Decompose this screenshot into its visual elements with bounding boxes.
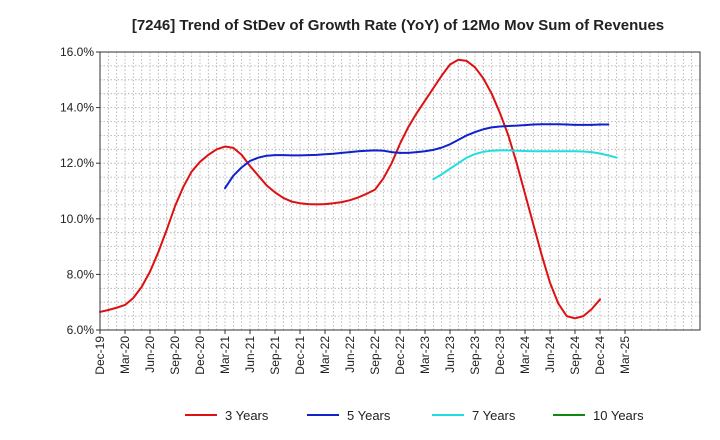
x-tick-label: Mar-23 <box>418 336 432 374</box>
x-tick-label: Mar-21 <box>218 336 232 374</box>
y-tick-label: 8.0% <box>67 267 95 281</box>
series-lines <box>99 58 618 320</box>
x-tick-label: Sep-23 <box>468 336 482 375</box>
x-tick-label: Jun-23 <box>443 336 457 373</box>
x-axis-ticks: Dec-19 Mar-20 Jun-20 Sep-20 Dec-20 Mar-21 Jun-… <box>93 330 632 375</box>
x-tick-label: Jun-24 <box>543 336 557 373</box>
x-tick-label: Dec-22 <box>393 336 407 375</box>
x-tick-label: Dec-20 <box>193 336 207 375</box>
legend: 3 Years 5 Years 7 Years 10 Years <box>185 408 644 423</box>
series-line-5-years <box>224 123 610 190</box>
legend-label-10-years: 10 Years <box>593 408 644 423</box>
x-tick-label: Sep-20 <box>168 336 182 375</box>
plot-border <box>99 51 701 331</box>
x-tick-label: Dec-21 <box>293 336 307 375</box>
legend-label-5-years: 5 Years <box>347 408 391 423</box>
plot-area <box>100 52 700 330</box>
x-tick-label: Mar-24 <box>518 336 532 374</box>
x-tick-label: Sep-21 <box>268 336 282 375</box>
x-tick-label: Jun-22 <box>343 336 357 373</box>
y-tick-label: 14.0% <box>60 101 94 115</box>
y-tick-label: 12.0% <box>60 156 94 170</box>
series-line-7-years <box>432 149 618 181</box>
chart-title: [7246] Trend of StDev of Growth Rate (Yo… <box>132 17 664 34</box>
y-tick-label: 10.0% <box>60 212 94 226</box>
x-tick-label: Dec-19 <box>93 336 107 375</box>
legend-label-7-years: 7 Years <box>472 408 516 423</box>
x-tick-label: Mar-20 <box>118 336 132 374</box>
x-tick-label: Jun-20 <box>143 336 157 373</box>
x-tick-label: Dec-23 <box>493 336 507 375</box>
legend-label-3-years: 3 Years <box>225 408 269 423</box>
grid <box>100 52 700 330</box>
y-axis-ticks: 6.0% 8.0% 10.0% 12.0% 14.0% 16.0% <box>60 45 100 337</box>
x-tick-label: Sep-22 <box>368 336 382 375</box>
y-tick-label: 16.0% <box>60 45 94 59</box>
x-tick-label: Mar-25 <box>618 336 632 374</box>
y-tick-label: 6.0% <box>67 323 95 337</box>
x-tick-label: Jun-21 <box>243 336 257 373</box>
series-line-3-years <box>99 58 601 320</box>
x-tick-label: Sep-24 <box>568 336 582 375</box>
x-tick-label: Mar-22 <box>318 336 332 374</box>
x-tick-label: Dec-24 <box>593 336 607 375</box>
